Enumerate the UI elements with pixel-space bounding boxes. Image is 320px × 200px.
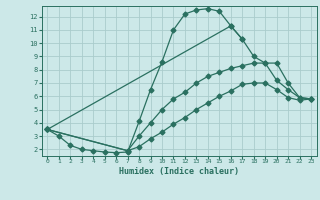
X-axis label: Humidex (Indice chaleur): Humidex (Indice chaleur) bbox=[119, 167, 239, 176]
